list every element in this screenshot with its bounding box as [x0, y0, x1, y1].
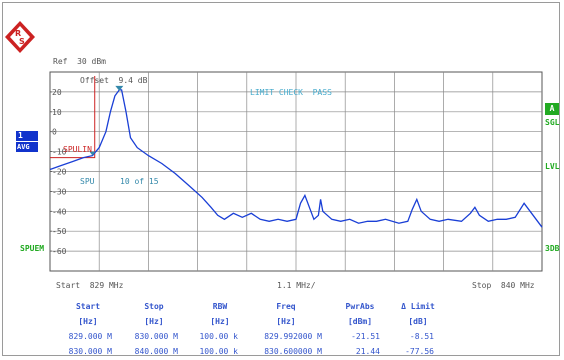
span-per-division: 1.1 MHz/ [277, 281, 316, 290]
col-header-start: Start [75, 302, 101, 311]
col-header-rbw: RBW [212, 302, 228, 311]
marker-label: SPU [80, 177, 95, 186]
trace-line [49, 89, 543, 228]
row2-start: 830.000 M [68, 347, 112, 356]
trace-badge[interactable]: 1 AVG [16, 131, 38, 159]
unit-rbw: [Hz] [210, 317, 230, 326]
unit-freq: [Hz] [276, 317, 296, 326]
spur-marker [89, 151, 96, 156]
row1-stop: 830.000 M [134, 332, 178, 341]
brand-logo: R S [5, 21, 35, 53]
stop-frequency: Stop 840 MHz [472, 281, 535, 290]
col-header-pwrabs: PwrAbs [345, 302, 375, 311]
plot-grid [49, 71, 543, 272]
col-header-stop: Stop [144, 302, 164, 311]
row1-delta-limit: -8.51 [409, 332, 434, 341]
limit-line-segment [50, 76, 96, 159]
y-tick-label: -20 [52, 168, 67, 177]
peak-marker [115, 85, 124, 91]
row2-delta-limit: -77.56 [405, 347, 434, 356]
y-tick-label: -50 [52, 227, 67, 236]
col-header-freq: Freq [276, 302, 296, 311]
level-indicator: LVL [545, 162, 560, 171]
unit-stop: [Hz] [144, 317, 164, 326]
y-tick-labels: 20 10 0 -10 -20 -30 -40 -50 -60 [50, 88, 67, 256]
y-tick-label: -40 [52, 207, 67, 216]
start-frequency: Start 829 MHz [56, 281, 124, 290]
row1-pwrabs: -21.51 [351, 332, 380, 341]
marker-info: 10 of 15 [120, 177, 159, 186]
single-sweep-indicator: SGL [545, 118, 560, 127]
unit-pwrabs: [dBm] [347, 317, 373, 326]
screen-a-badge[interactable]: A [545, 103, 559, 115]
row2-pwrabs: 21.44 [355, 347, 380, 356]
trace-mode: AVG [16, 142, 38, 152]
row1-rbw: 100.00 k [199, 332, 238, 341]
row2-stop: 840.000 M [134, 347, 178, 356]
sweep-mode-label: SPUEM [20, 244, 45, 253]
row2-freq: 830.600000 M [264, 347, 322, 356]
limit-line [50, 76, 96, 159]
y-tick-label: 0 [52, 128, 57, 137]
trace-number: 1 [16, 131, 38, 141]
row1-freq: 829.992000 M [264, 332, 322, 341]
unit-delta-limit: [dB] [408, 317, 428, 326]
trace-layer [49, 85, 543, 228]
limit-check-status: LIMIT CHECK PASS [250, 88, 332, 97]
row2-rbw: 100.00 k [199, 347, 238, 356]
limit-line-label: SPULIN [63, 145, 92, 154]
y-tick-label: 10 [52, 108, 62, 117]
ref-level-label: Ref 30 dBm [53, 57, 106, 66]
col-header-delta-limit: Δ Limit [401, 302, 435, 311]
row1-start: 829.000 M [68, 332, 112, 341]
y-tick-label: -60 [52, 247, 67, 256]
y-tick-label: -10 [52, 148, 67, 157]
unit-start: [Hz] [78, 317, 98, 326]
screen-frame [2, 2, 560, 356]
y-tick-label: -30 [52, 187, 67, 196]
3db-indicator: 3DB [545, 244, 560, 253]
svg-text:S: S [19, 37, 25, 46]
y-tick-label: 20 [52, 88, 62, 97]
svg-text:R: R [15, 29, 21, 38]
